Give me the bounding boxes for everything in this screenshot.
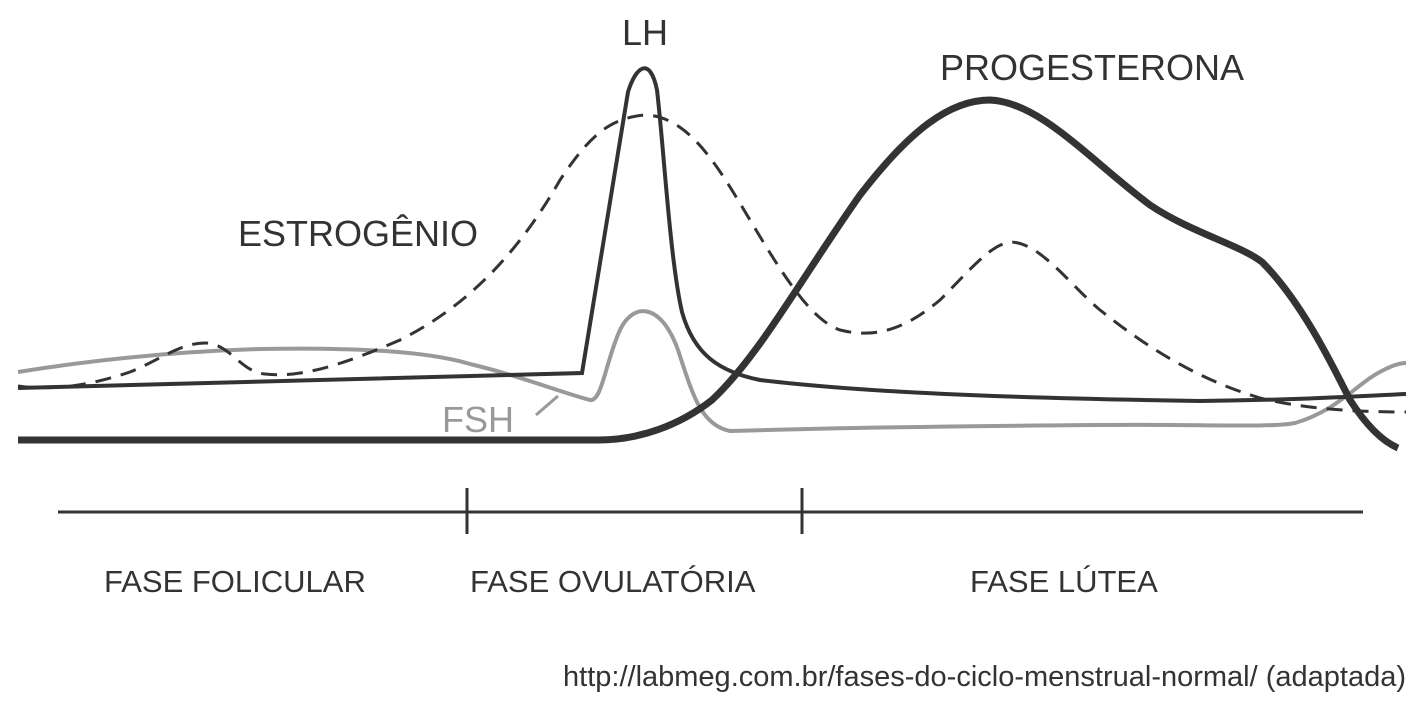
- phase-folicular-label: FASE FOLICULAR: [104, 564, 366, 599]
- phase-ovulatoria-label: FASE OVULATÓRIA: [470, 564, 756, 599]
- fsh-curve: [17, 309, 1407, 434]
- progesterona-label: PROGESTERONA: [940, 47, 1244, 88]
- source-caption: http://labmeg.com.br/fases-do-ciclo-mens…: [563, 661, 1406, 693]
- fsh-label: FSH: [442, 399, 514, 440]
- fsh-label-connector: [535, 394, 559, 417]
- lh-label: LH: [622, 12, 668, 53]
- estrogenio-label: ESTROGÊNIO: [238, 213, 478, 254]
- progesterona-curve: [18, 96, 1400, 452]
- lh-curve: [17, 66, 1407, 404]
- estrogenio-curve: [17, 113, 1407, 414]
- phase-lutea-label: FASE LÚTEA: [970, 564, 1158, 599]
